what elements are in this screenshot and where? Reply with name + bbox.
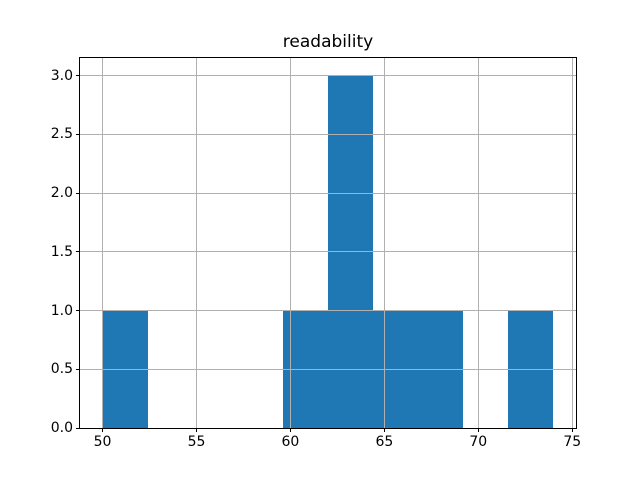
- x-tick-label: 55: [187, 434, 206, 450]
- y-tick: [76, 368, 80, 370]
- x-tick-label: 65: [375, 434, 394, 450]
- gridline-x: [195, 58, 197, 428]
- y-tick-label: 1.0: [50, 302, 73, 319]
- gridline-x: [289, 58, 291, 428]
- x-tick: [383, 428, 385, 432]
- gridline-x: [383, 58, 385, 428]
- y-tick-label: 0.5: [50, 361, 73, 378]
- gridline-y: [80, 192, 576, 194]
- x-tick-label: 60: [281, 434, 300, 450]
- x-tick: [289, 428, 291, 432]
- plot-area: [79, 57, 577, 429]
- y-tick-label: 3.0: [50, 67, 73, 84]
- y-tick-label: 1.5: [50, 243, 73, 260]
- y-tick: [76, 133, 80, 135]
- gridline-x: [571, 58, 573, 428]
- y-tick: [76, 251, 80, 253]
- gridline-y: [80, 133, 576, 135]
- gridline-y: [80, 75, 576, 77]
- x-tick-label: 75: [563, 434, 582, 450]
- gridline-y: [80, 368, 576, 370]
- chart-title: readability: [282, 32, 374, 52]
- y-tick: [76, 310, 80, 312]
- y-tick-label: 0.0: [50, 420, 73, 436]
- gridline-y: [80, 310, 576, 312]
- x-tick: [571, 428, 573, 432]
- x-tick: [477, 428, 479, 432]
- y-tick-label: 2.0: [50, 185, 73, 202]
- x-tick-label: 70: [469, 434, 488, 450]
- y-tick: [76, 427, 80, 429]
- gridline-y: [80, 427, 576, 429]
- y-tick-label: 2.5: [50, 126, 73, 143]
- x-tick: [102, 428, 104, 432]
- gridline-y: [80, 251, 576, 253]
- gridline-x: [477, 58, 479, 428]
- y-tick: [76, 75, 80, 77]
- y-tick: [76, 192, 80, 194]
- x-tick-label: 50: [93, 434, 112, 450]
- x-tick: [195, 428, 197, 432]
- gridline-x: [102, 58, 104, 428]
